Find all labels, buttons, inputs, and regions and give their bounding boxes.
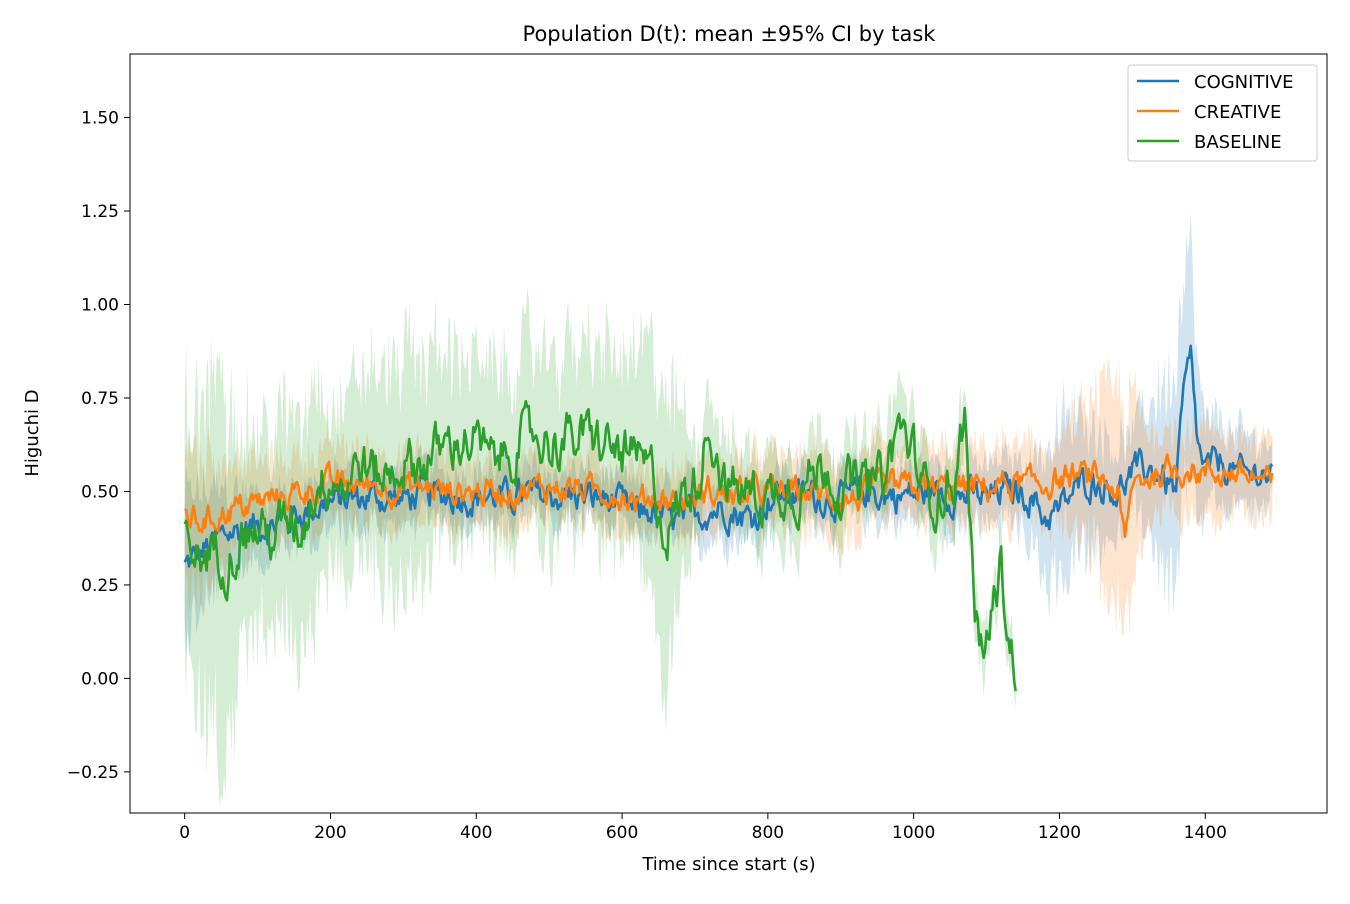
y-tick-label: 0.00 [81,669,119,689]
plot-area-frame [129,53,1328,814]
x-axis: 0 200 400 600 800 1000 1200 1400 [179,813,1227,843]
y-tick-label: 1.00 [81,296,119,316]
series-line-cognitive [183,344,1274,568]
y-axis: −0.25 0.00 0.25 0.50 0.75 1.00 1.25 1.50 [67,109,130,783]
legend-label-cognitive: COGNITIVE [1194,72,1293,93]
x-axis-label: Time since start (s) [641,854,815,875]
legend-label-baseline: BASELINE [1194,132,1282,153]
ci-band-baseline [184,288,1016,807]
series-lines [183,344,1274,692]
x-tick-label: 1400 [1184,823,1227,843]
legend: COGNITIVE CREATIVE BASELINE [1127,64,1318,162]
y-tick-label: 1.25 [81,202,119,222]
x-tick-label: 200 [314,823,346,843]
series-line-baseline [183,399,1018,692]
y-tick-label: 0.50 [81,482,119,502]
legend-box [1127,64,1318,162]
y-tick-label: 1.50 [81,109,119,129]
y-tick-label: −0.25 [67,763,119,783]
x-tick-label: 600 [606,823,638,843]
x-tick-label: 800 [752,823,784,843]
chart-title: Population D(t): mean ±95% CI by task [523,22,937,46]
x-tick-label: 0 [179,823,190,843]
y-tick-label: 0.75 [81,389,119,409]
x-tick-label: 1200 [1038,823,1081,843]
x-tick-label: 400 [460,823,492,843]
y-axis-label: Higuchi D [22,389,43,476]
series-line-creative [184,453,1274,538]
y-tick-label: 0.25 [81,576,119,596]
x-tick-label: 1000 [892,823,935,843]
legend-label-creative: CREATIVE [1194,102,1281,123]
